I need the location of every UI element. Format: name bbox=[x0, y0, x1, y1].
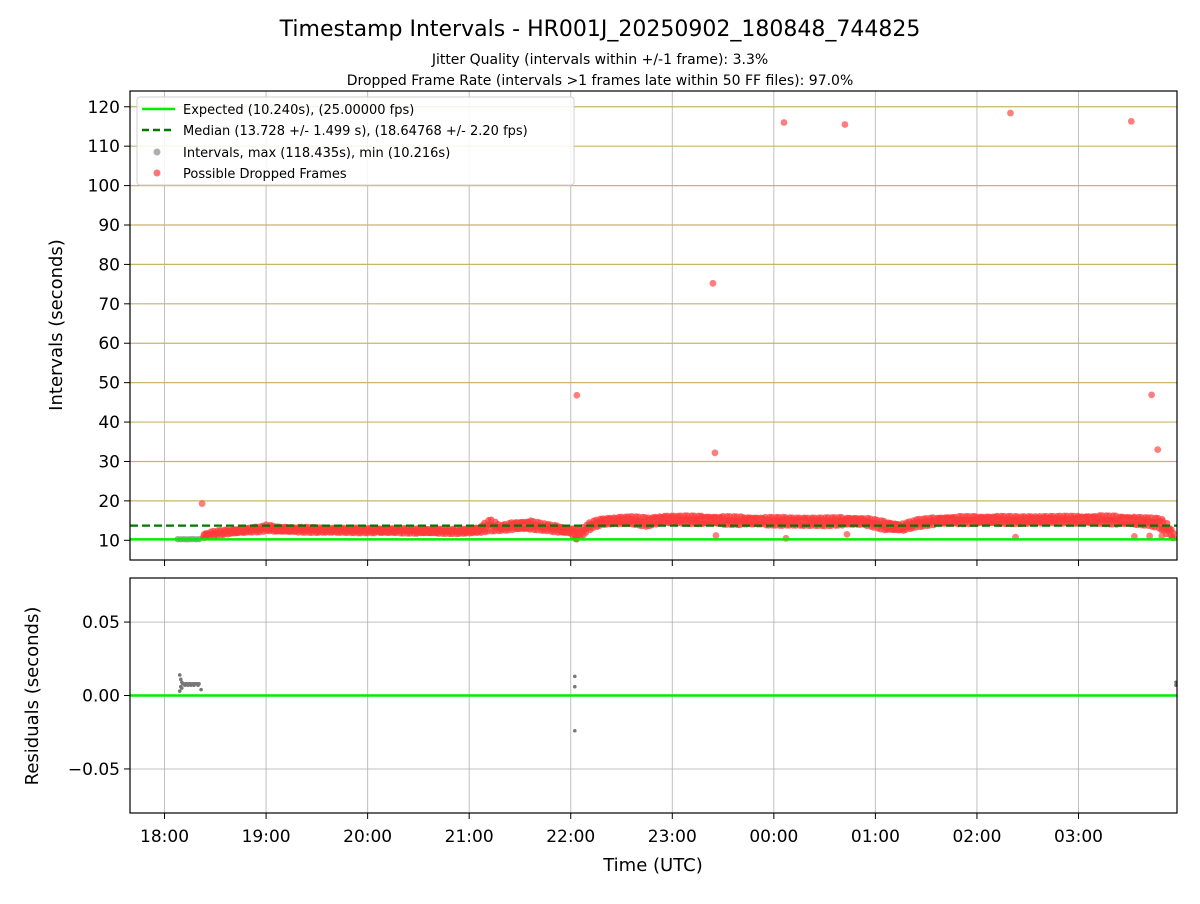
chart-subtitle-dropped: Dropped Frame Rate (intervals >1 frames … bbox=[347, 73, 854, 89]
top-y-tick-label: 110 bbox=[88, 137, 120, 157]
bottom-y-tick-label: 0.05 bbox=[82, 613, 120, 633]
x-axis-label: Time (UTC) bbox=[602, 855, 703, 876]
top-y-tick-label: 60 bbox=[98, 334, 120, 354]
dropped-frame-outlier bbox=[780, 119, 788, 126]
legend-dropped-label: Possible Dropped Frames bbox=[183, 167, 347, 182]
dropped-frame-outlier bbox=[1130, 532, 1138, 540]
dropped-frame-outlier bbox=[711, 449, 719, 457]
residual-point bbox=[177, 673, 182, 677]
legend-median-label: Median (13.728 +/- 1.499 s), (18.64768 +… bbox=[183, 124, 528, 139]
dropped-frame-outlier bbox=[1158, 532, 1166, 540]
legend-intervals-label: Intervals, max (118.435s), min (10.216s) bbox=[183, 146, 450, 161]
top-y-tick-label: 90 bbox=[98, 216, 120, 236]
residual-point bbox=[199, 687, 203, 692]
dropped-frame-outlier bbox=[198, 500, 206, 508]
chart-title: Timestamp Intervals - HR001J_20250902_18… bbox=[279, 17, 921, 42]
top-panel-reference-lines bbox=[130, 524, 1177, 541]
x-tick-label: 00:00 bbox=[749, 827, 798, 847]
top-y-tick-label: 100 bbox=[88, 177, 120, 197]
legend-intervals-swatch bbox=[153, 148, 161, 156]
residual-point bbox=[197, 681, 201, 686]
top-y-tick-label: 80 bbox=[98, 255, 120, 275]
legend: Expected (10.240s), (25.00000 fps) Media… bbox=[136, 96, 575, 186]
x-tick-label: 03:00 bbox=[1054, 827, 1103, 847]
residual-point bbox=[572, 674, 577, 679]
x-tick-label: 02:00 bbox=[952, 827, 1001, 847]
residual-point bbox=[177, 689, 182, 693]
residual-point bbox=[178, 677, 183, 682]
top-y-tick-label: 30 bbox=[98, 452, 120, 472]
dropped-frame-outlier bbox=[712, 532, 720, 539]
bottom-y-tick-label: −0.05 bbox=[68, 760, 120, 780]
dropped-frame-outlier bbox=[709, 279, 717, 287]
top-y-tick-label: 70 bbox=[98, 295, 120, 315]
x-tick-label: 22:00 bbox=[546, 827, 595, 847]
dropped-frame-outlier bbox=[1007, 109, 1014, 117]
bottom-panel-residual-markers bbox=[177, 673, 1178, 733]
legend-expected-label: Expected (10.240s), (25.00000 fps) bbox=[183, 103, 414, 118]
x-tick-label: 23:00 bbox=[648, 827, 697, 847]
residual-point bbox=[572, 728, 577, 733]
dropped-frame-point bbox=[1169, 529, 1177, 537]
top-y-tick-label: 40 bbox=[98, 413, 120, 433]
x-tick-label: 20:00 bbox=[343, 827, 392, 847]
dropped-frame-outlier bbox=[843, 530, 851, 538]
legend-box bbox=[136, 96, 575, 186]
x-tick-label: 01:00 bbox=[851, 827, 900, 847]
residual-point bbox=[572, 684, 577, 689]
bottom-panel-y-ticks: −0.05 0.00 0.05 bbox=[68, 613, 130, 780]
dropped-frame-outlier bbox=[1146, 532, 1153, 540]
dropped-frame-outlier bbox=[1148, 391, 1156, 399]
top-y-tick-label: 50 bbox=[98, 374, 120, 394]
top-panel-grid bbox=[130, 91, 1177, 560]
top-y-axis-label: Intervals (seconds) bbox=[46, 239, 67, 411]
top-panel-frame bbox=[129, 90, 1178, 561]
x-tick-label: 19:00 bbox=[242, 827, 291, 847]
x-axis-ticks: 18:00 19:00 20:00 21:00 22:00 23:00 00:00 01:00… bbox=[140, 560, 1103, 847]
dropped-frame-outlier bbox=[841, 121, 849, 128]
top-y-tick-label: 120 bbox=[88, 98, 120, 118]
bottom-y-tick-label: 0.00 bbox=[82, 687, 120, 707]
top-y-tick-label: 20 bbox=[98, 492, 120, 512]
dropped-frame-outlier bbox=[1127, 117, 1135, 125]
bottom-y-axis-label: Residuals (seconds) bbox=[22, 607, 43, 786]
dropped-frame-outlier bbox=[1154, 446, 1162, 454]
x-tick-label: 18:00 bbox=[140, 827, 189, 847]
legend-dropped-swatch bbox=[153, 169, 161, 177]
chart-subtitle-jitter: Jitter Quality (intervals within +/-1 fr… bbox=[431, 52, 768, 68]
top-y-tick-label: 10 bbox=[98, 531, 120, 551]
x-tick-label: 21:00 bbox=[445, 827, 494, 847]
residual-point bbox=[179, 686, 184, 690]
dropped-frame-outlier bbox=[573, 391, 581, 399]
top-panel-y-ticks: 10 20 30 40 50 60 70 80 90 100 110 120 bbox=[88, 98, 130, 551]
